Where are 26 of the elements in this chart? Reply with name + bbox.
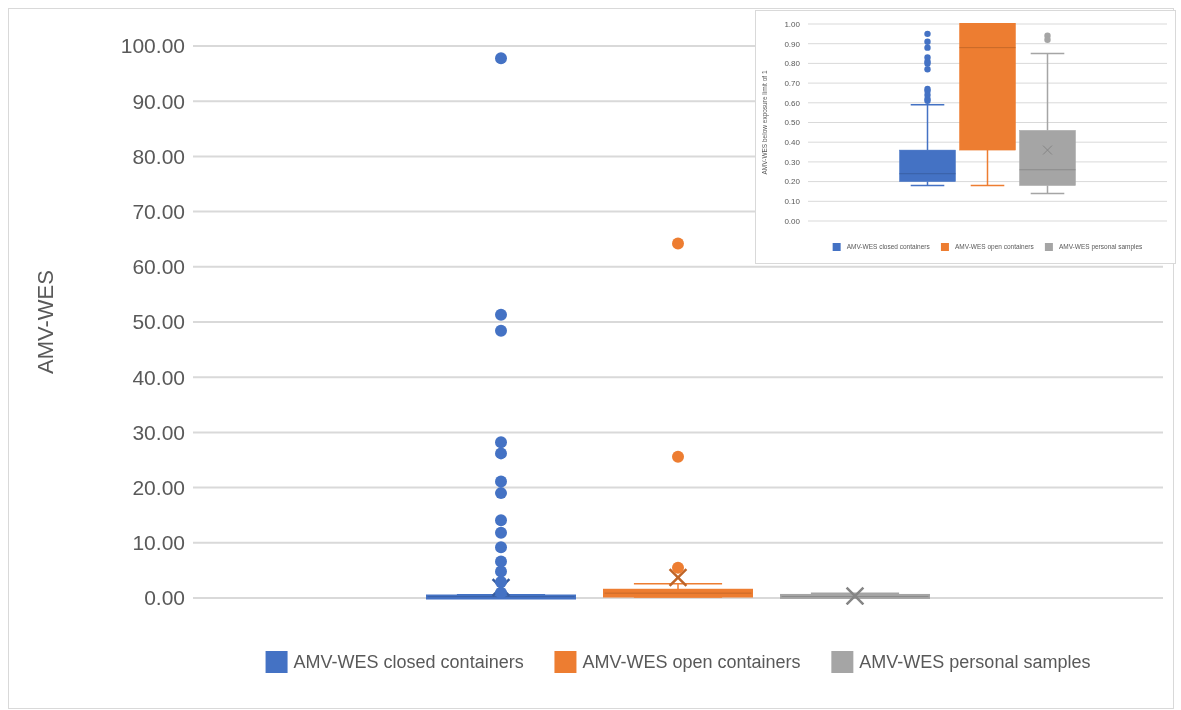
y-tick-label: 1.00 [784, 19, 801, 29]
y-tick-label: 0.80 [784, 59, 801, 69]
legend-label: AMV-WES open containers [582, 652, 801, 673]
y-tick-label: 50.00 [132, 310, 185, 334]
y-tick-label: 90.00 [132, 89, 185, 113]
y-tick-label: 0.20 [784, 177, 801, 187]
y-tick-label: 0.30 [784, 157, 801, 167]
y-tick-label: 10.00 [132, 531, 185, 555]
y-tick-label: 0.50 [784, 118, 801, 128]
y-tick-label: 70.00 [132, 199, 185, 223]
y-tick-label: 0.70 [784, 78, 801, 88]
y-tick-label: 80.00 [132, 144, 185, 168]
y-tick-label: 0.90 [784, 39, 801, 49]
y-tick-label: 0.10 [784, 197, 801, 207]
y-tick-label: 30.00 [132, 420, 185, 444]
y-tick-label: 40.00 [132, 365, 185, 389]
legend-label: AMV-WES personal samples [859, 652, 1091, 673]
y-tick-label: 0.60 [784, 98, 801, 108]
y-tick-label: 100.00 [120, 34, 185, 58]
y-tick-label: 0.00 [784, 216, 801, 226]
y-tick-label: 20.00 [132, 475, 185, 499]
y-tick-label: 0.40 [784, 138, 801, 147]
y-tick-label: 0.00 [144, 586, 185, 610]
y-axis-title: AMV-WES [33, 270, 58, 374]
legend-label: AMV-WES closed containers [293, 652, 524, 673]
y-tick-label: 60.00 [132, 255, 185, 279]
